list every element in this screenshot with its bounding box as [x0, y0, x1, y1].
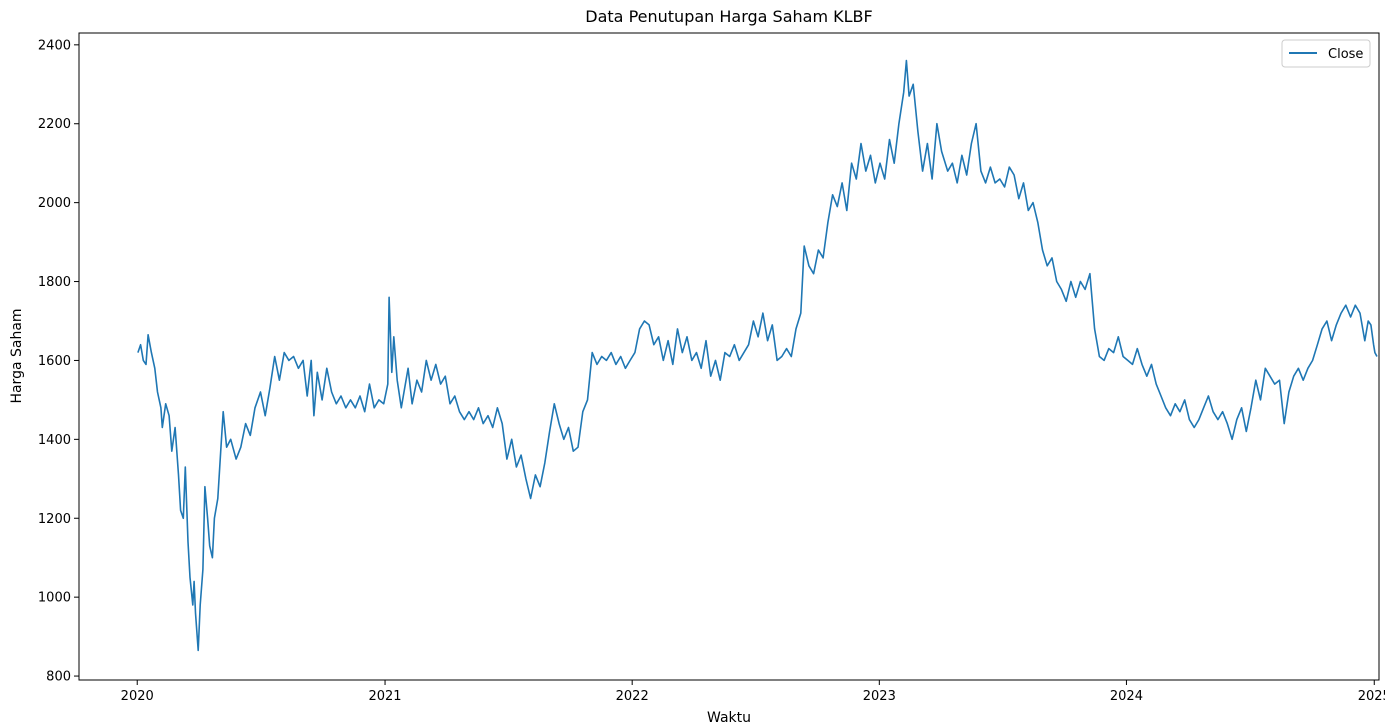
y-tick-label: 2000: [38, 196, 71, 211]
y-tick-label: 2200: [38, 117, 71, 132]
y-tick-label: 800: [46, 670, 71, 685]
legend: Close: [1281, 39, 1371, 68]
x-tick-label: 2020: [121, 689, 154, 704]
legend-label-close: Close: [1328, 47, 1363, 62]
y-tick-label: 2400: [38, 38, 71, 53]
y-tick-label: 1800: [38, 275, 71, 290]
y-tick-label: 1200: [38, 512, 71, 527]
x-tick-label: 2022: [616, 689, 649, 704]
x-tick-label: 2024: [1110, 689, 1143, 704]
legend-box: [1281, 39, 1371, 68]
x-tick-label: 2023: [863, 689, 896, 704]
y-tick-label: 1600: [38, 354, 71, 369]
y-tick-label: 1000: [38, 591, 71, 606]
y-axis: 800 1000 1200 1400 1600 1800 2000 2200 2400: [38, 38, 79, 685]
x-axis-title: Waktu: [707, 710, 751, 726]
x-tick-label: 2025: [1358, 689, 1385, 704]
plot-area-frame: [78, 32, 1380, 681]
close-series-line: [137, 59, 1378, 652]
chart-title: Data Penutupan Harga Saham KLBF: [585, 7, 872, 26]
x-axis: 2020 2021 2022 2023 2024 2025: [121, 680, 1385, 704]
y-axis-title: Harga Saham: [9, 308, 25, 403]
x-tick-label: 2021: [368, 689, 401, 704]
y-tick-label: 1400: [38, 433, 71, 448]
